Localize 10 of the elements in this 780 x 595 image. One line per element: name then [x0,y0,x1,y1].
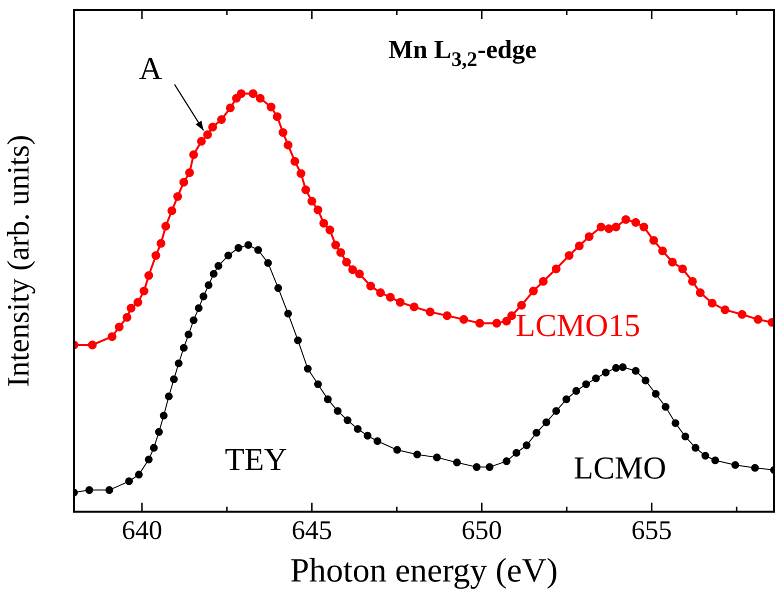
x-tick-label: 645 [292,515,332,546]
x-axis-title: Photon energy (eV) [290,552,558,590]
series-label: LCMO15 [516,307,640,344]
x-tick-label: 650 [462,515,502,546]
x-tick-label: 655 [631,515,672,546]
series-label: LCMO [574,449,666,486]
x-tick-label: 640 [122,515,162,546]
y-axis-title: Intensity (arb. units) [0,134,36,388]
annotation: TEY [224,441,288,478]
annotation: A [138,50,162,86]
